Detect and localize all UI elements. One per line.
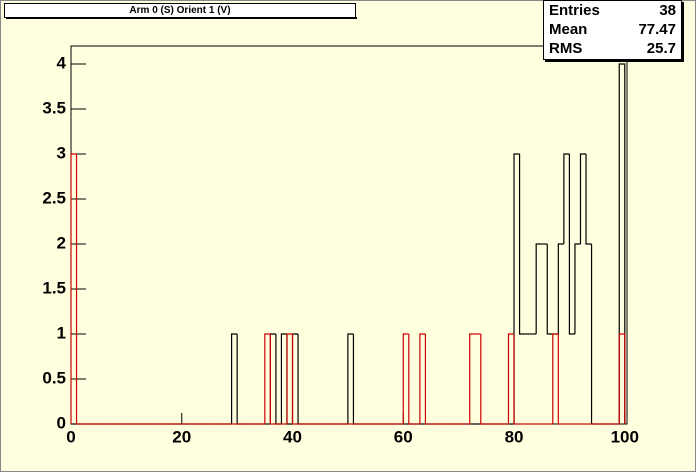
- histogram-bin: [618, 333, 626, 424]
- x-tick-label: 0: [66, 427, 75, 446]
- histogram-bin: [408, 334, 415, 425]
- histogram-bin: [291, 334, 299, 425]
- y-tick-label: 2: [57, 233, 66, 252]
- histogram-bin: [585, 154, 592, 245]
- histogram-bin: [552, 333, 559, 424]
- y-tick-label: 4: [57, 53, 67, 72]
- histogram-bin: [269, 334, 276, 425]
- stats-shadow: [545, 60, 684, 62]
- x-tick-label: 80: [505, 427, 524, 446]
- histogram-bin: [574, 243, 581, 334]
- x-tick-label: 60: [394, 427, 413, 446]
- x-tick-label: 20: [172, 427, 191, 446]
- y-tick-label: 1.5: [42, 278, 66, 297]
- histogram-bin: [230, 333, 238, 424]
- title-shadow: [6, 17, 357, 19]
- stat-value: 77.47: [638, 21, 676, 38]
- histogram-bin: [480, 334, 487, 425]
- histogram-bin: [280, 333, 287, 424]
- stat-label: Mean: [549, 21, 587, 38]
- y-tick-label: 2.5: [42, 188, 66, 207]
- chart-title: Arm 0 (S) Orient 1 (V): [129, 5, 230, 16]
- histogram-bin: [507, 333, 515, 424]
- y-tick-label: 1: [57, 323, 66, 342]
- histogram-bin: [286, 333, 293, 424]
- histogram-bin: [535, 243, 542, 334]
- x-tick-label: 100: [611, 427, 639, 446]
- histogram-bin: [563, 153, 570, 244]
- histogram-bin: [546, 244, 553, 335]
- histogram-bin: [518, 154, 526, 335]
- histogram-bin: [347, 333, 354, 424]
- histogram-bin: [579, 153, 587, 244]
- histogram-bin: [264, 333, 271, 424]
- stat-label: RMS: [549, 40, 582, 57]
- histogram-bin: [557, 334, 564, 425]
- histogram-bin: [557, 243, 564, 334]
- y-tick-label: 3: [57, 143, 66, 162]
- histogram-bin: [568, 154, 575, 335]
- histogram-bin: [70, 153, 77, 424]
- histogram-bin: [618, 63, 626, 424]
- stat-value: 38: [659, 2, 676, 19]
- stats-box: [543, 0, 682, 60]
- histogram-bin: [469, 333, 476, 424]
- y-tick-label: 3.5: [42, 98, 66, 117]
- stat-label: Entries: [549, 2, 600, 19]
- stats-shadow: [682, 2, 684, 61]
- y-tick-label: 0: [57, 413, 66, 432]
- x-tick-label: 40: [283, 427, 302, 446]
- histogram-bin: [75, 154, 83, 425]
- y-tick-label: 0.5: [42, 368, 66, 387]
- histogram-bin: [419, 333, 426, 424]
- histogram-bin: [402, 333, 409, 424]
- histogram-bin: [513, 334, 520, 425]
- stat-value: 25.7: [647, 40, 676, 57]
- histogram-bin: [424, 334, 431, 425]
